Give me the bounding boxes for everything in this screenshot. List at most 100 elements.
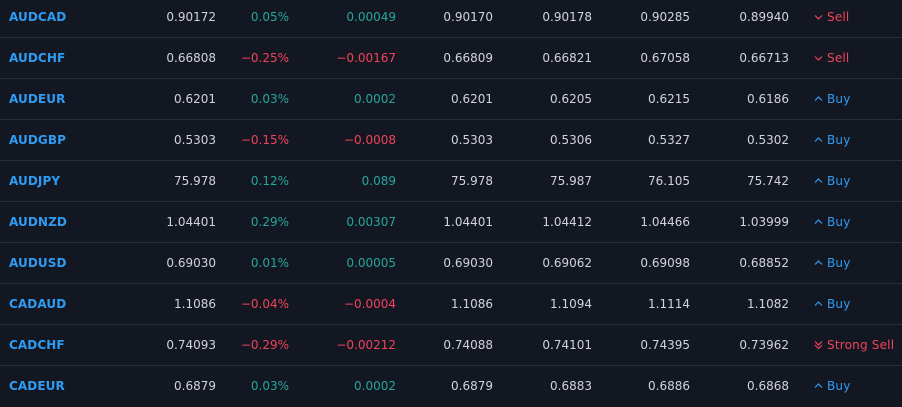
rating-label: Buy: [827, 174, 851, 188]
symbol-link[interactable]: CADAUD: [9, 297, 67, 311]
high-price: 1.04466: [640, 215, 690, 229]
ask-price: 0.90178: [542, 10, 592, 24]
chevron-down-icon: [814, 56, 823, 61]
chevron-up-icon: [814, 260, 823, 265]
table-row[interactable]: AUDGBP 0.5303 −0.15% −0.0008 0.5303 0.53…: [0, 120, 902, 161]
bid-price: 75.978: [451, 174, 493, 188]
last-price: 0.5303: [174, 133, 216, 147]
high-price: 0.90285: [640, 10, 690, 24]
rating-label: Sell: [827, 10, 850, 24]
ask-price: 0.6205: [550, 92, 592, 106]
table-row[interactable]: AUDCHF 0.66808 −0.25% −0.00167 0.66809 0…: [0, 38, 902, 79]
low-price: 75.742: [747, 174, 789, 188]
change-value: 0.00307: [346, 215, 396, 229]
ask-price: 0.74101: [542, 338, 592, 352]
ask-price: 0.5306: [550, 133, 592, 147]
table-row[interactable]: CADEUR 0.6879 0.03% 0.0002 0.6879 0.6883…: [0, 366, 902, 406]
ask-price: 1.1094: [550, 297, 592, 311]
bid-price: 0.90170: [443, 10, 493, 24]
bid-price: 0.69030: [443, 256, 493, 270]
change-value: −0.00167: [336, 51, 396, 65]
low-price: 0.89940: [739, 10, 789, 24]
low-price: 0.73962: [739, 338, 789, 352]
last-price: 1.1086: [174, 297, 216, 311]
high-price: 0.6215: [648, 92, 690, 106]
last-price: 0.74093: [166, 338, 216, 352]
high-price: 0.69098: [640, 256, 690, 270]
last-price: 0.6201: [174, 92, 216, 106]
technical-rating: Sell: [814, 0, 849, 37]
ask-price: 75.987: [550, 174, 592, 188]
high-price: 76.105: [648, 174, 690, 188]
table-row[interactable]: AUDEUR 0.6201 0.03% 0.0002 0.6201 0.6205…: [0, 79, 902, 120]
change-percent: 0.05%: [250, 10, 289, 24]
table-row[interactable]: CADAUD 1.1086 −0.04% −0.0004 1.1086 1.10…: [0, 284, 902, 325]
change-percent: 0.12%: [250, 174, 289, 188]
chevron-up-icon: [814, 383, 823, 388]
last-price: 0.66808: [166, 51, 216, 65]
change-value: −0.0004: [343, 297, 396, 311]
symbol-link[interactable]: AUDEUR: [9, 92, 66, 106]
symbol-link[interactable]: AUDNZD: [9, 215, 67, 229]
chevron-down-icon: [814, 15, 823, 20]
ask-price: 1.04412: [542, 215, 592, 229]
low-price: 1.03999: [739, 215, 789, 229]
technical-rating: Buy: [814, 202, 851, 242]
change-value: 0.089: [361, 174, 396, 188]
change-value: 0.00049: [346, 10, 396, 24]
last-price: 0.69030: [166, 256, 216, 270]
technical-rating: Buy: [814, 243, 851, 283]
symbol-link[interactable]: CADEUR: [9, 379, 65, 393]
table-row[interactable]: AUDCAD 0.90172 0.05% 0.00049 0.90170 0.9…: [0, 0, 902, 38]
high-price: 0.5327: [648, 133, 690, 147]
chevron-up-icon: [814, 96, 823, 101]
change-value: 0.0002: [354, 379, 396, 393]
change-percent: 0.03%: [250, 379, 289, 393]
last-price: 0.6879: [174, 379, 216, 393]
change-percent: 0.01%: [250, 256, 289, 270]
rating-label: Buy: [827, 379, 851, 393]
technical-rating: Buy: [814, 366, 851, 406]
bid-price: 0.6879: [451, 379, 493, 393]
change-percent: −0.04%: [240, 297, 289, 311]
low-price: 0.6868: [747, 379, 789, 393]
chevron-up-icon: [814, 178, 823, 183]
high-price: 0.74395: [640, 338, 690, 352]
change-percent: −0.15%: [240, 133, 289, 147]
rating-label: Sell: [827, 51, 850, 65]
rating-label: Buy: [827, 256, 851, 270]
symbol-link[interactable]: AUDUSD: [9, 256, 67, 270]
change-value: −0.00212: [336, 338, 396, 352]
rating-label: Buy: [827, 92, 851, 106]
low-price: 0.66713: [739, 51, 789, 65]
symbol-link[interactable]: AUDCHF: [9, 51, 66, 65]
bid-price: 0.66809: [443, 51, 493, 65]
technical-rating: Sell: [814, 38, 849, 78]
symbol-link[interactable]: AUDGBP: [9, 133, 67, 147]
change-value: −0.0008: [343, 133, 396, 147]
high-price: 0.6886: [648, 379, 690, 393]
bid-price: 1.1086: [451, 297, 493, 311]
double-chevron-down-icon: [814, 341, 823, 350]
ask-price: 0.69062: [542, 256, 592, 270]
table-row[interactable]: AUDJPY 75.978 0.12% 0.089 75.978 75.987 …: [0, 161, 902, 202]
change-percent: 0.03%: [250, 92, 289, 106]
change-value: 0.00005: [346, 256, 396, 270]
rating-label: Buy: [827, 215, 851, 229]
table-row[interactable]: AUDNZD 1.04401 0.29% 0.00307 1.04401 1.0…: [0, 202, 902, 243]
symbol-link[interactable]: AUDJPY: [9, 174, 61, 188]
symbol-link[interactable]: CADCHF: [9, 338, 65, 352]
bid-price: 0.5303: [451, 133, 493, 147]
high-price: 1.1114: [648, 297, 690, 311]
rating-label: Buy: [827, 133, 851, 147]
chevron-up-icon: [814, 137, 823, 142]
table-row[interactable]: AUDUSD 0.69030 0.01% 0.00005 0.69030 0.6…: [0, 243, 902, 284]
last-price: 1.04401: [166, 215, 216, 229]
symbol-link[interactable]: AUDCAD: [9, 10, 67, 24]
last-price: 0.90172: [166, 10, 216, 24]
technical-rating: Buy: [814, 120, 851, 160]
technical-rating: Buy: [814, 284, 851, 324]
table-row[interactable]: CADCHF 0.74093 −0.29% −0.00212 0.74088 0…: [0, 325, 902, 366]
bid-price: 0.74088: [443, 338, 493, 352]
